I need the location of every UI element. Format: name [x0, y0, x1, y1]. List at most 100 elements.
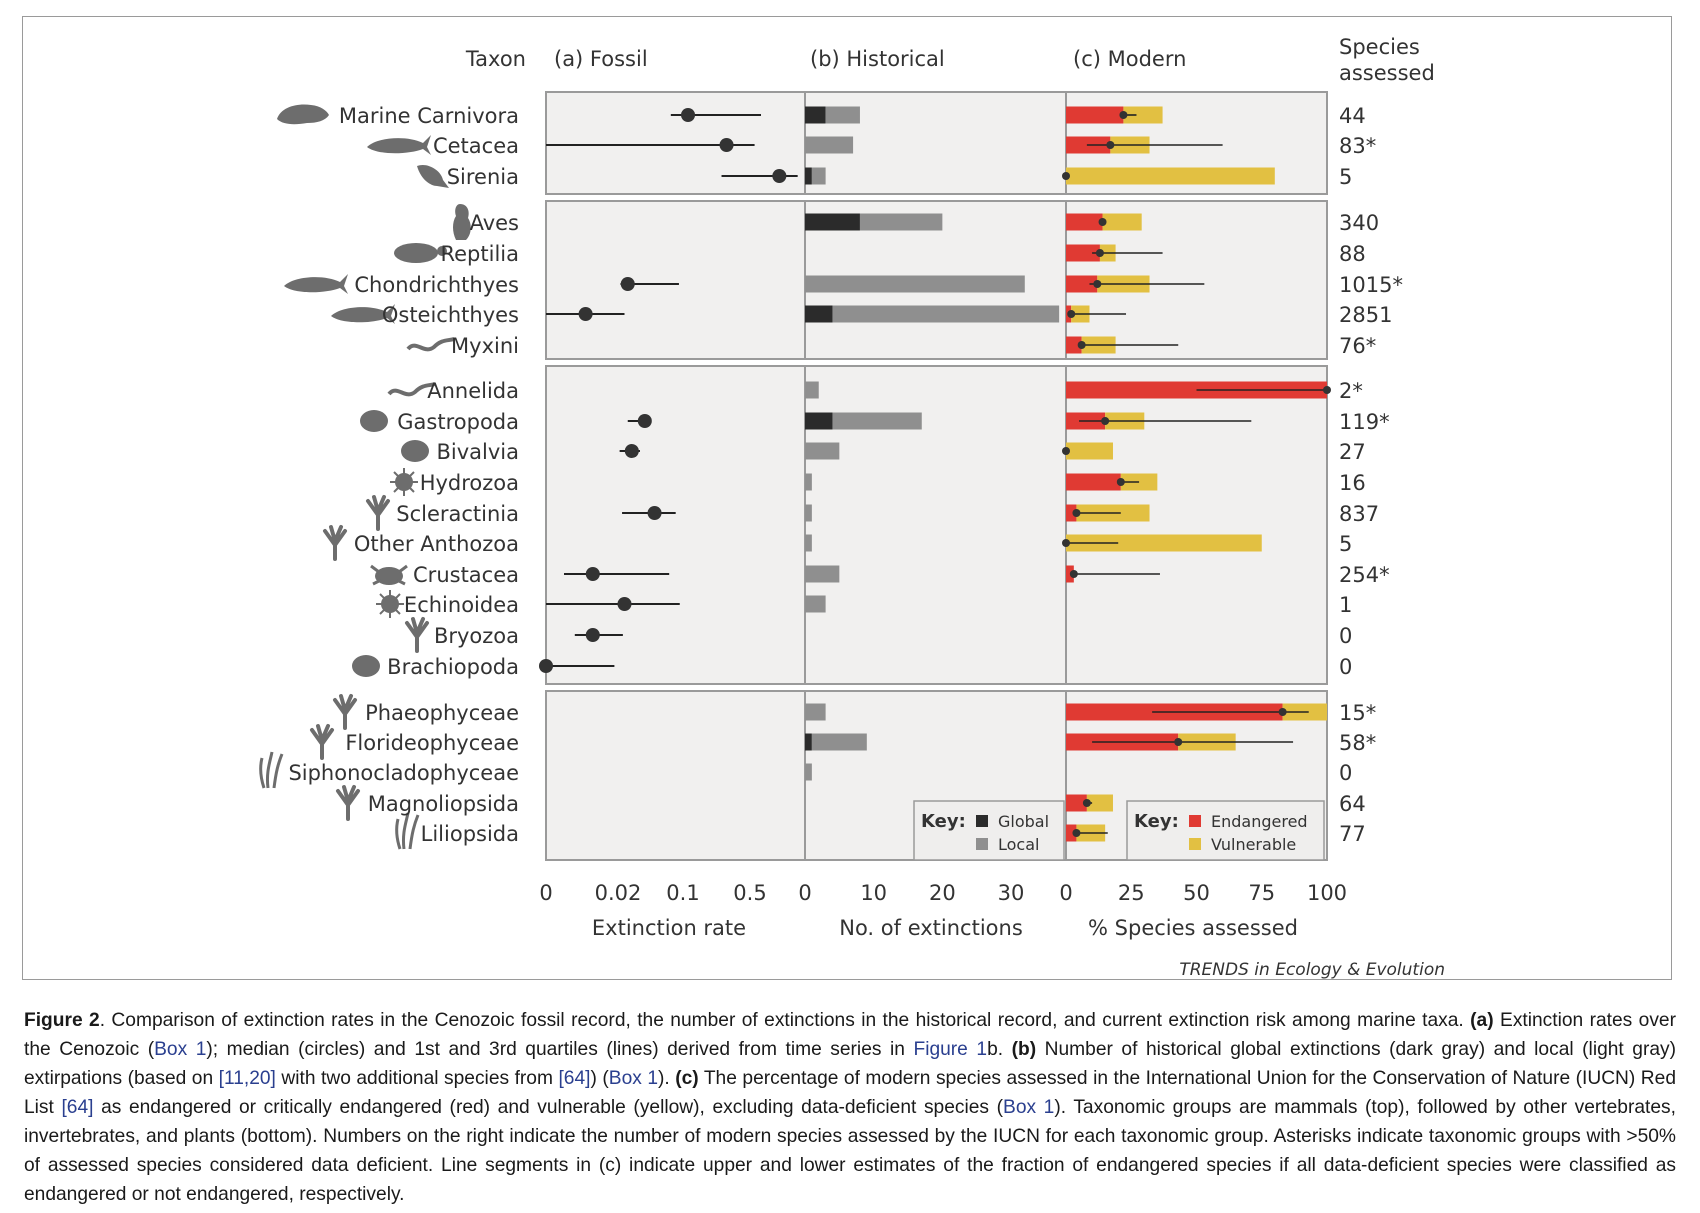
marks-layer: [539, 106, 1331, 842]
modern-endangered-bar-scleractinia: [1066, 504, 1077, 522]
taxon-label-gastropoda: Gastropoda: [397, 410, 519, 434]
historical-global-bar-marine-carnivora: [805, 106, 826, 124]
species-assessed-myxini: 76*: [1339, 334, 1376, 358]
caption-text: b.: [987, 1039, 1012, 1060]
taxon-label-crustacea: Crustacea: [413, 563, 519, 587]
caption-link-box1[interactable]: Box 1: [154, 1039, 207, 1060]
x-tick-historical: 10: [860, 881, 887, 905]
x-tick-modern: 75: [1248, 881, 1275, 905]
key-historical-title: Key:: [921, 811, 966, 832]
historical-global-bar-aves: [805, 213, 860, 231]
key-local-label: Local: [998, 835, 1039, 854]
caption-text: The percentage of modern species assesse…: [24, 1068, 1677, 1118]
header-historical: (b) Historical: [810, 47, 945, 71]
liliopsida-silhouette-icon: [395, 812, 420, 850]
taxon-label-scleractinia: Scleractinia: [396, 502, 519, 526]
fossil-median-point-bivalvia: [624, 444, 639, 458]
phaeophyceae-silhouette-icon: [333, 694, 357, 730]
x-tick-fossil: 0.02: [595, 881, 642, 905]
taxon-label-sirenia: Sirenia: [447, 165, 519, 189]
caption-link-box1[interactable]: Box 1: [1003, 1097, 1055, 1118]
species-assessed-chondrichthyes: 1015*: [1339, 273, 1403, 297]
x-tick-modern: 100: [1307, 881, 1347, 905]
modern-endangered-bar-hydrozoa: [1066, 473, 1121, 491]
header-species-line1: Species: [1339, 35, 1420, 59]
caption-text: with two additional species from: [275, 1068, 559, 1089]
x-tick-modern: 50: [1183, 881, 1210, 905]
key-vulnerable-swatch: [1189, 838, 1201, 850]
key-modern-box: [1126, 800, 1325, 861]
caption-link-ref[interactable]: [11,20]: [218, 1068, 276, 1089]
modern-estimate-point-annelida: [1323, 386, 1331, 394]
credit-line: TRENDS in Ecology & Evolution: [1179, 960, 1445, 980]
taxon-label-annelida: Annelida: [427, 379, 519, 403]
gastropoda-shape: [360, 410, 388, 432]
historical-local-bar-phaeophyceae: [805, 703, 826, 721]
florideophyceae-shape: [310, 724, 334, 760]
caption-text: ) (: [590, 1068, 609, 1089]
modern-estimate-point-osteichthyes: [1067, 310, 1076, 318]
crustacea-claws: [370, 564, 408, 586]
taxon-label-liliopsida: Liliopsida: [421, 822, 519, 846]
caption-link-ref[interactable]: [64]: [558, 1068, 591, 1089]
historical-local-bar-sirenia: [811, 167, 826, 185]
phaeophyceae-shape: [333, 694, 357, 730]
aves-shape: [453, 204, 471, 240]
bivalvia-silhouette-icon: [401, 440, 429, 462]
caption-a: (a): [1470, 1010, 1494, 1031]
species-assessed-gastropoda: 119*: [1339, 410, 1390, 434]
caption-text: . Comparison of extinction rates in the …: [99, 1010, 1471, 1031]
species-assessed-other-anthozoa: 5: [1339, 532, 1352, 556]
fossil-median-point-scleractinia: [647, 506, 662, 520]
species-assessed-sirenia: 5: [1339, 165, 1352, 189]
labels-layer: Taxon (a) Fossil (b) Historical (c) Mode…: [288, 35, 1445, 980]
historical-local-bar-bivalvia: [805, 442, 840, 460]
historical-global-bar-sirenia: [805, 167, 812, 185]
xlabel-fossil: Extinction rate: [592, 916, 746, 940]
caption-text: ); median (circles) and 1st and 3rd quar…: [206, 1039, 914, 1060]
taxon-label-phaeophyceae: Phaeophyceae: [365, 701, 519, 725]
species-assessed-bivalvia: 27: [1339, 440, 1366, 464]
caption-figure-number: Figure 2: [24, 1010, 100, 1031]
historical-local-bar-gastropoda: [832, 412, 922, 430]
fossil-median-point-brachiopoda: [539, 659, 553, 673]
x-tick-historical: 20: [929, 881, 956, 905]
modern-vulnerable-bar-marine-carnivora: [1123, 106, 1163, 124]
taxon-label-bivalvia: Bivalvia: [436, 440, 519, 464]
historical-local-bar-annelida: [805, 381, 819, 399]
species-assessed-florideophyceae: 58*: [1339, 731, 1376, 755]
taxon-label-marine-carnivora: Marine Carnivora: [339, 104, 519, 128]
modern-estimate-point-marine-carnivora: [1119, 111, 1128, 119]
species-assessed-echinoidea: 1: [1339, 593, 1352, 617]
historical-local-bar-crustacea: [805, 565, 840, 583]
modern-vulnerable-bar-sirenia: [1066, 167, 1275, 185]
historical-local-bar-scleractinia: [805, 504, 812, 522]
key-endangered-label: Endangered: [1211, 812, 1308, 831]
reptilia-silhouette-icon: [394, 243, 447, 263]
bryozoa-silhouette-icon: [405, 617, 429, 653]
key-vulnerable-label: Vulnerable: [1211, 835, 1296, 854]
caption-link-ref[interactable]: [64]: [61, 1097, 94, 1118]
species-assessed-siphonocladophyceae: 0: [1339, 761, 1352, 785]
xlabel-historical: No. of extinctions: [839, 916, 1023, 940]
caption-c: (c): [675, 1068, 699, 1089]
modern-estimate-point-myxini: [1077, 341, 1086, 349]
fossil-median-point-chondrichthyes: [620, 277, 635, 291]
caption-text: ). Taxonomic groups are mammals (top), f…: [24, 1097, 1676, 1205]
modern-vulnerable-bar-hydrozoa: [1120, 473, 1158, 491]
other-anthozoa-shape: [323, 525, 347, 561]
species-assessed-aves: 340: [1339, 211, 1379, 235]
modern-estimate-point-cetacea: [1106, 141, 1115, 149]
modern-estimate-point-sirenia: [1062, 172, 1070, 180]
taxon-label-brachiopoda: Brachiopoda: [387, 655, 519, 679]
taxon-label-reptilia: Reptilia: [440, 242, 519, 266]
key-endangered-swatch: [1189, 815, 1201, 827]
caption-link-box1[interactable]: Box 1: [608, 1068, 658, 1089]
modern-estimate-point-scleractinia: [1072, 509, 1081, 517]
header-fossil: (a) Fossil: [554, 47, 648, 71]
key-global-swatch: [976, 815, 988, 827]
fossil-median-point-cetacea: [719, 138, 734, 152]
modern-estimate-point-reptilia: [1095, 249, 1104, 257]
caption-link-figure1[interactable]: Figure 1: [913, 1039, 988, 1060]
modern-estimate-point-other-anthozoa: [1062, 539, 1070, 547]
